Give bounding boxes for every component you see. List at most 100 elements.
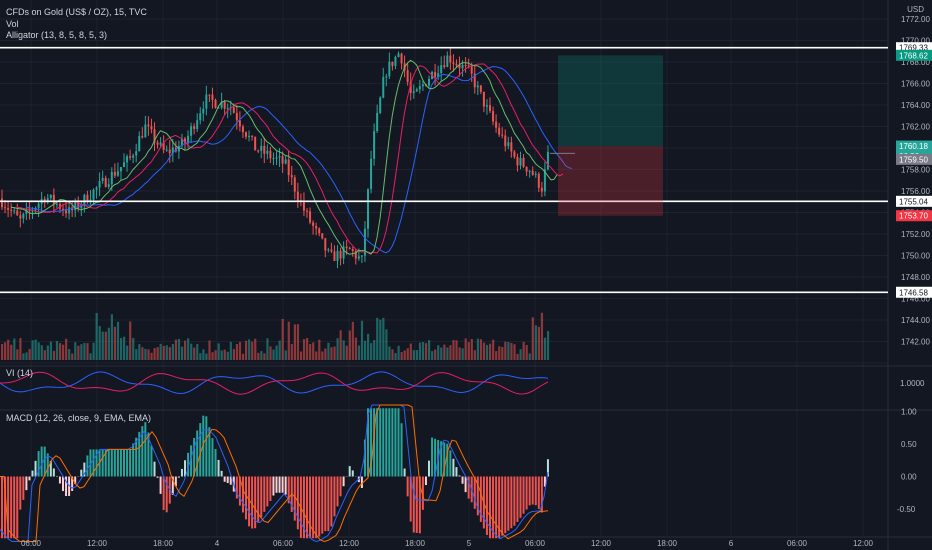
macd-hist-bar bbox=[235, 476, 238, 499]
volume-bar bbox=[321, 351, 324, 360]
macd-tick-label: 1.00 bbox=[901, 408, 917, 417]
macd-hist-bar bbox=[333, 476, 336, 517]
candle-body bbox=[281, 156, 284, 164]
volume-bar bbox=[68, 349, 71, 360]
volume-bar bbox=[467, 342, 470, 360]
macd-hist-bar bbox=[412, 476, 415, 533]
macd-hist-bar bbox=[543, 476, 546, 487]
price-tick-label: 1764.00 bbox=[901, 101, 930, 110]
currency-label: USD bbox=[907, 5, 924, 14]
volume-bar bbox=[528, 353, 531, 360]
candle-body bbox=[275, 157, 278, 159]
volume-bar bbox=[516, 353, 519, 360]
volume-bar bbox=[199, 353, 202, 360]
candle-body bbox=[284, 159, 287, 164]
macd-hist-bar bbox=[184, 460, 186, 477]
macd-hist-bar bbox=[144, 422, 147, 477]
time-axis-label: 6 bbox=[729, 539, 734, 548]
macd-hist-bar bbox=[205, 416, 208, 477]
price-tick-label: 1766.00 bbox=[901, 80, 930, 89]
candle-body bbox=[214, 99, 217, 108]
price-tick-label: 1770.00 bbox=[901, 37, 930, 46]
candle-body bbox=[479, 85, 482, 92]
macd-hist-bar bbox=[440, 441, 443, 477]
volume-bar bbox=[1, 344, 4, 360]
candle-body bbox=[235, 112, 238, 121]
candle-body bbox=[516, 156, 519, 166]
volume-bar bbox=[272, 349, 275, 360]
candle-body bbox=[437, 73, 440, 77]
macd-legend[interactable]: MACD (12, 26, close, 9, EMA, EMA) bbox=[6, 413, 152, 423]
vi-legend[interactable]: VI (14) bbox=[6, 368, 34, 378]
volume-bar bbox=[28, 349, 31, 360]
volume-bar bbox=[110, 314, 113, 360]
macd-hist-bar bbox=[485, 476, 488, 535]
candle-body bbox=[406, 70, 409, 82]
volume-bar bbox=[190, 343, 193, 360]
volume-bar bbox=[123, 336, 126, 360]
candle-body bbox=[266, 150, 269, 154]
macd-hist-bar bbox=[373, 408, 376, 477]
level-1-tag-bg bbox=[896, 42, 932, 54]
candle-body bbox=[421, 84, 424, 87]
macd-hist-bar bbox=[141, 426, 144, 477]
macd-hist-bar bbox=[126, 449, 129, 477]
candle-body bbox=[428, 78, 430, 86]
macd-tick-label: 0.50 bbox=[901, 440, 917, 449]
macd-hist-bar bbox=[1, 476, 3, 539]
alligator-legend[interactable]: Alligator (13, 8, 5, 8, 5, 3) bbox=[6, 30, 108, 40]
volume-bar bbox=[132, 338, 135, 360]
volume-bar bbox=[507, 342, 510, 360]
candle-body bbox=[489, 105, 491, 112]
candle-body bbox=[16, 210, 19, 216]
volume-bar bbox=[156, 347, 159, 360]
candle-body bbox=[190, 126, 193, 136]
volume-bar bbox=[229, 341, 232, 360]
volume-bar bbox=[513, 344, 516, 360]
time-axis-label: 06:00 bbox=[21, 539, 42, 548]
candle-body bbox=[327, 249, 330, 251]
volume-bar bbox=[284, 350, 287, 360]
volume-bar bbox=[333, 346, 336, 360]
macd-hist-bar bbox=[153, 461, 156, 477]
volume-bar bbox=[16, 349, 19, 360]
macd-hist-bar bbox=[269, 476, 272, 501]
macd-hist-bar bbox=[351, 470, 354, 477]
candle-body bbox=[333, 251, 336, 261]
candle-body bbox=[504, 135, 507, 147]
macd-hist-bar bbox=[180, 468, 183, 477]
macd-hist-bar bbox=[379, 408, 382, 477]
volume-bar bbox=[248, 339, 251, 360]
volume-bar bbox=[266, 338, 269, 360]
position-stop-zone[interactable] bbox=[558, 146, 663, 216]
volume-bar bbox=[168, 347, 171, 360]
candle-body bbox=[461, 64, 464, 69]
candle-body bbox=[49, 194, 52, 199]
candle-body bbox=[531, 170, 534, 175]
level-1-tag: 1769.33 bbox=[896, 42, 932, 54]
volume-bar bbox=[403, 350, 406, 360]
level-3-tag-text: 1746.58 bbox=[899, 288, 928, 297]
candle-body bbox=[330, 249, 333, 252]
candle-body bbox=[476, 85, 479, 88]
alligator-jaw-line bbox=[25, 66, 573, 254]
candle-body bbox=[306, 210, 308, 212]
symbol-title[interactable]: CFDs on Gold (US$ / OZ), 15, TVC bbox=[6, 7, 147, 17]
candle-body bbox=[98, 181, 101, 188]
time-axis-label: 5 bbox=[467, 539, 472, 548]
position-target-zone[interactable] bbox=[558, 55, 663, 147]
candle-body bbox=[296, 191, 299, 201]
candle-body bbox=[95, 187, 98, 190]
volume-bar bbox=[424, 343, 428, 360]
volume-bar bbox=[449, 345, 452, 360]
candle-body bbox=[492, 111, 495, 122]
candle-body bbox=[397, 53, 400, 58]
macd-hist-bar bbox=[492, 476, 495, 539]
candle-body bbox=[65, 210, 68, 214]
candle-body bbox=[13, 210, 16, 212]
level-2-tag-bg bbox=[896, 195, 932, 207]
macd-hist-bar bbox=[360, 476, 363, 489]
candle-body bbox=[507, 142, 510, 147]
vol-legend[interactable]: Vol bbox=[6, 19, 19, 29]
